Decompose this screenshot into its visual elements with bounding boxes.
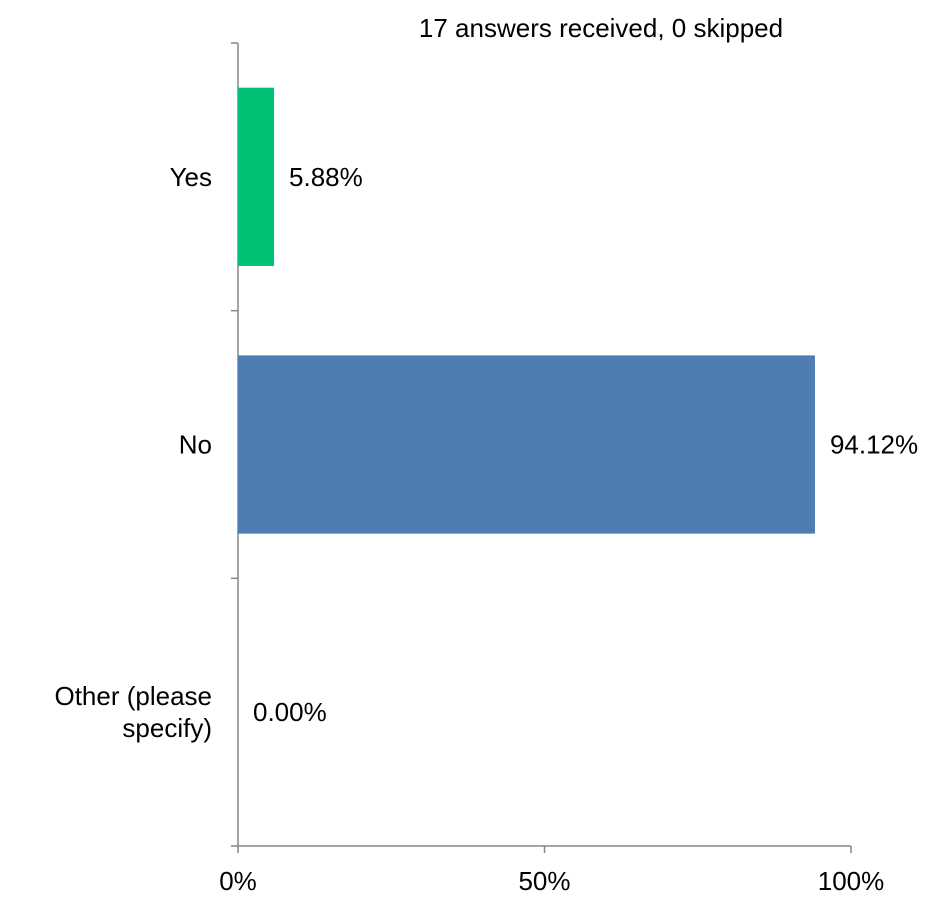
- value-label-no: 94.12%: [830, 430, 918, 460]
- y-axis-ticks: [231, 42, 238, 847]
- x-axis-ticks: 0% 50% 100%: [219, 846, 884, 896]
- category-label-no: No: [179, 430, 212, 460]
- bar-no: [238, 355, 815, 534]
- value-label-other-please-specify: 0.00%: [253, 697, 327, 727]
- category-label-other-please-specify: Other (please specify): [54, 681, 212, 743]
- bar-yes: [238, 87, 275, 266]
- x-tick-label: 0%: [219, 866, 257, 896]
- category-label-yes: Yes: [170, 162, 212, 192]
- bars: [238, 87, 815, 534]
- value-label-yes: 5.88%: [289, 162, 363, 192]
- x-tick-label: 100%: [818, 866, 885, 896]
- x-tick-label: 50%: [518, 866, 570, 896]
- labels: Yes 5.88% No 94.12% Other (please specify) 0.0…: [54, 162, 918, 743]
- chart-subtitle: 17 answers received, 0 skipped: [419, 13, 783, 43]
